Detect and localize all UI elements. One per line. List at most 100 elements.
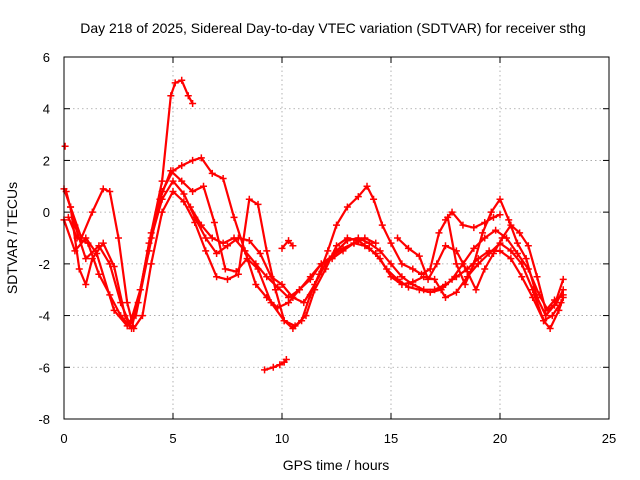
data-point <box>551 296 558 304</box>
data-point <box>71 247 79 255</box>
data-point <box>202 234 210 242</box>
data-point <box>333 247 340 255</box>
data-point <box>197 221 205 229</box>
data-point <box>219 239 227 247</box>
data-point <box>542 306 550 314</box>
data-point <box>252 281 260 289</box>
data-point <box>378 221 386 229</box>
data-point <box>343 203 351 211</box>
y-axis-label: SDTVAR / TECUs <box>4 182 20 294</box>
data-point <box>516 229 524 237</box>
data-point <box>418 270 426 278</box>
data-point <box>158 208 166 216</box>
y-tick-label: -6 <box>38 360 50 375</box>
data-point <box>489 213 497 221</box>
y-tick-label: -8 <box>38 412 50 427</box>
data-point <box>333 221 340 229</box>
data-point <box>95 270 103 278</box>
y-tick-label: 4 <box>43 102 50 117</box>
data-point <box>398 260 406 268</box>
data-point <box>533 273 541 281</box>
data-point <box>328 255 336 263</box>
data-point <box>234 270 242 278</box>
data-point <box>470 260 478 268</box>
data-point <box>82 281 90 289</box>
data-point <box>306 291 314 299</box>
data-point <box>197 154 205 162</box>
data-point <box>470 244 478 252</box>
data-point <box>186 203 194 211</box>
data-point <box>448 208 456 216</box>
data-point <box>289 325 297 332</box>
data-point <box>285 237 293 245</box>
data-point <box>99 185 107 193</box>
data-point <box>507 221 515 229</box>
data-point <box>106 260 114 268</box>
data-point <box>487 208 495 216</box>
data-point <box>171 79 179 87</box>
data-point <box>424 275 432 283</box>
y-tick-label: 6 <box>43 50 50 65</box>
data-point <box>158 177 166 185</box>
data-point <box>485 247 493 255</box>
data-point <box>522 255 530 263</box>
data-point <box>84 239 92 247</box>
data-point <box>315 270 323 278</box>
data-point <box>285 299 293 307</box>
data-point <box>463 268 471 276</box>
data-point <box>230 234 238 242</box>
data-point <box>372 239 380 247</box>
data-point <box>123 299 131 307</box>
data-point <box>350 239 358 247</box>
data-point <box>263 247 271 255</box>
data-point <box>213 250 221 258</box>
data-point <box>191 218 199 226</box>
data-point <box>169 167 177 175</box>
data-point <box>169 187 177 195</box>
data-point <box>289 242 297 250</box>
data-point <box>117 312 125 320</box>
data-point <box>546 325 554 332</box>
data-point <box>435 229 443 237</box>
data-point <box>370 195 378 203</box>
data-point <box>158 187 166 195</box>
data-point <box>398 273 406 281</box>
data-point <box>372 250 380 258</box>
data-point <box>518 273 526 281</box>
data-point <box>110 306 118 314</box>
data-point <box>189 100 197 108</box>
data-point <box>481 265 489 273</box>
data-point <box>147 234 155 242</box>
x-tick-label: 15 <box>384 431 398 446</box>
data-series <box>60 76 567 374</box>
data-point <box>276 361 284 369</box>
data-point <box>202 247 210 255</box>
x-tick-labels: 0 5 10 15 20 25 <box>60 431 616 446</box>
data-point <box>178 177 186 185</box>
data-point <box>64 213 72 221</box>
data-point <box>426 265 434 273</box>
data-point <box>245 195 253 203</box>
y-tick-label: 0 <box>43 205 50 220</box>
data-point <box>459 221 467 229</box>
data-point <box>306 275 314 283</box>
data-point <box>278 244 286 252</box>
data-point <box>548 312 556 320</box>
data-point <box>324 247 332 255</box>
data-point <box>559 275 567 283</box>
data-point <box>442 281 449 289</box>
data-point <box>394 234 402 242</box>
x-tick-label: 25 <box>602 431 616 446</box>
data-point <box>409 281 417 289</box>
data-point <box>254 200 262 208</box>
data-point <box>115 234 122 242</box>
data-point <box>219 175 227 183</box>
data-point <box>117 299 125 307</box>
data-point <box>241 247 249 255</box>
data-point <box>481 218 489 226</box>
data-point <box>280 317 288 325</box>
data-point <box>300 299 308 307</box>
data-point <box>496 247 504 255</box>
data-point <box>189 187 197 195</box>
